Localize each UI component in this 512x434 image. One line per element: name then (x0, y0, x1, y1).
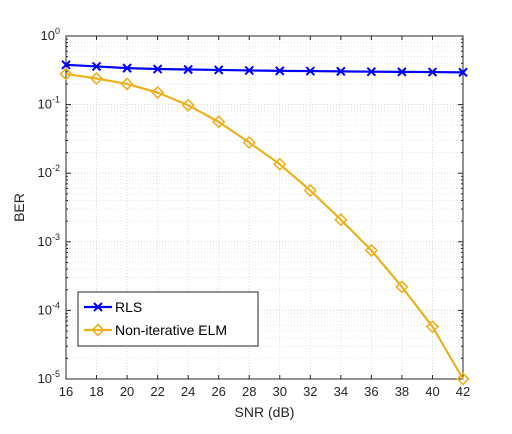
x-tick-label: 26 (211, 384, 225, 399)
data-point (334, 213, 348, 227)
data-point (212, 115, 226, 129)
y-tick-label: 10-1 (38, 95, 60, 112)
y-tick-exponent: -2 (52, 163, 60, 173)
legend-box (77, 291, 259, 347)
series-line (65, 63, 464, 74)
x-axis-label: SNR (dB) (235, 404, 295, 420)
data-point (61, 60, 71, 70)
y-tick-base: 10 (38, 302, 52, 317)
y-tick-base: 10 (38, 165, 52, 180)
series-1 (59, 67, 470, 386)
legend-label: Non-iterative ELM (115, 322, 227, 338)
data-point (91, 61, 102, 72)
data-point (244, 65, 254, 76)
data-point (303, 183, 317, 198)
y-tick-base: 10 (41, 28, 55, 43)
data-point (59, 67, 73, 81)
data-point (366, 66, 377, 77)
data-point (181, 98, 195, 112)
x-tick-label: 38 (395, 384, 409, 399)
legend-label: RLS (115, 299, 142, 315)
series-layer (59, 60, 470, 386)
y-tick-label: 10-2 (38, 163, 60, 180)
data-point (152, 64, 163, 74)
y-tick-base: 10 (38, 234, 52, 249)
x-tick-label: 30 (273, 384, 287, 399)
legend-marker (91, 323, 105, 337)
y-tick-base: 10 (38, 97, 52, 112)
data-point (456, 372, 470, 386)
x-tick-label: 20 (120, 384, 134, 399)
y-tick-exponent: 0 (55, 26, 60, 36)
y-tick-label: 10-4 (38, 300, 60, 317)
legend-entry: Non-iterative ELM (84, 322, 227, 338)
data-point (183, 64, 193, 75)
data-point (336, 66, 346, 77)
x-tick-label: 22 (150, 384, 164, 399)
y-tick-exponent: -5 (52, 369, 60, 379)
data-point (427, 67, 438, 77)
data-point (122, 63, 132, 73)
data-point (397, 67, 407, 77)
legend: RLS Non-iterative ELM (77, 291, 259, 347)
data-point (425, 319, 440, 334)
data-point (150, 85, 165, 100)
x-axis-ticks: 16 18 20 22 24 26 28 30 32 34 36 38 40 42 (59, 36, 470, 399)
y-tick-label: 10-3 (38, 232, 60, 249)
y-axis-label: BER (11, 193, 27, 222)
x-tick-label: 40 (425, 384, 439, 399)
data-point (213, 65, 224, 75)
legend-entry: RLS (84, 299, 142, 315)
x-tick-label: 34 (334, 384, 348, 399)
series-0 (61, 60, 468, 78)
y-tick-base: 10 (38, 371, 52, 386)
x-tick-label: 24 (181, 384, 195, 399)
data-point (89, 71, 104, 86)
data-point (120, 77, 134, 91)
data-point (364, 243, 379, 258)
x-tick-label: 32 (303, 384, 317, 399)
x-tick-label: 18 (89, 384, 103, 399)
data-point (273, 157, 287, 171)
x-tick-label: 28 (242, 384, 256, 399)
data-point (458, 67, 468, 78)
data-point (305, 66, 316, 76)
y-tick-label: 10-5 (38, 369, 60, 386)
data-point (395, 280, 409, 294)
x-tick-label: 16 (59, 384, 73, 399)
legend-marker (93, 302, 103, 312)
y-tick-label: 100 (41, 26, 60, 43)
y-tick-exponent: -4 (52, 300, 60, 310)
x-tick-label: 42 (456, 384, 470, 399)
plot-frame (65, 35, 464, 380)
y-tick-exponent: -1 (52, 95, 60, 105)
y-tick-exponent: -3 (52, 232, 60, 242)
x-tick-label: 36 (364, 384, 378, 399)
data-point (242, 135, 256, 150)
data-point (275, 66, 285, 76)
